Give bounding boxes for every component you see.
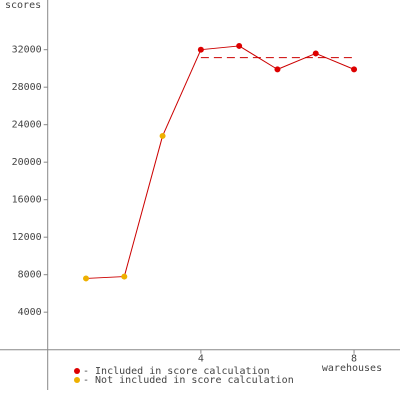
line-segment bbox=[238, 45, 278, 70]
line-segment bbox=[277, 52, 316, 70]
point bbox=[274, 66, 281, 73]
point bbox=[351, 66, 358, 73]
point bbox=[121, 273, 128, 280]
line-segment bbox=[315, 52, 355, 70]
point bbox=[312, 50, 319, 57]
y-tick-label: 12000 bbox=[12, 232, 42, 243]
x-axis-label: warehouses bbox=[322, 363, 382, 374]
line-segment bbox=[123, 135, 164, 277]
y-tick-label: 4000 bbox=[18, 307, 42, 318]
point bbox=[236, 42, 243, 49]
point bbox=[197, 46, 204, 53]
point bbox=[82, 275, 89, 282]
y-tick-label: 16000 bbox=[12, 195, 42, 206]
x-tick-label: 4 bbox=[198, 354, 204, 365]
y-tick-label: 8000 bbox=[18, 270, 42, 281]
y-tick-label: 24000 bbox=[12, 120, 42, 131]
legend-label: - Not included in score calculation bbox=[83, 375, 294, 386]
y-tick-label: 28000 bbox=[12, 82, 42, 93]
line-segment bbox=[162, 49, 202, 137]
legend-marker bbox=[74, 368, 80, 374]
x-tick-label: 8 bbox=[351, 354, 357, 365]
y-tick-label: 32000 bbox=[12, 45, 42, 56]
y-tick-label: 20000 bbox=[12, 157, 42, 168]
legend-label: - Included in score calculation bbox=[83, 366, 270, 377]
y-axis-label: scores bbox=[5, 0, 41, 11]
line-segment bbox=[85, 276, 125, 279]
line-segment bbox=[200, 45, 240, 51]
legend-marker bbox=[74, 377, 80, 383]
point bbox=[159, 132, 166, 139]
